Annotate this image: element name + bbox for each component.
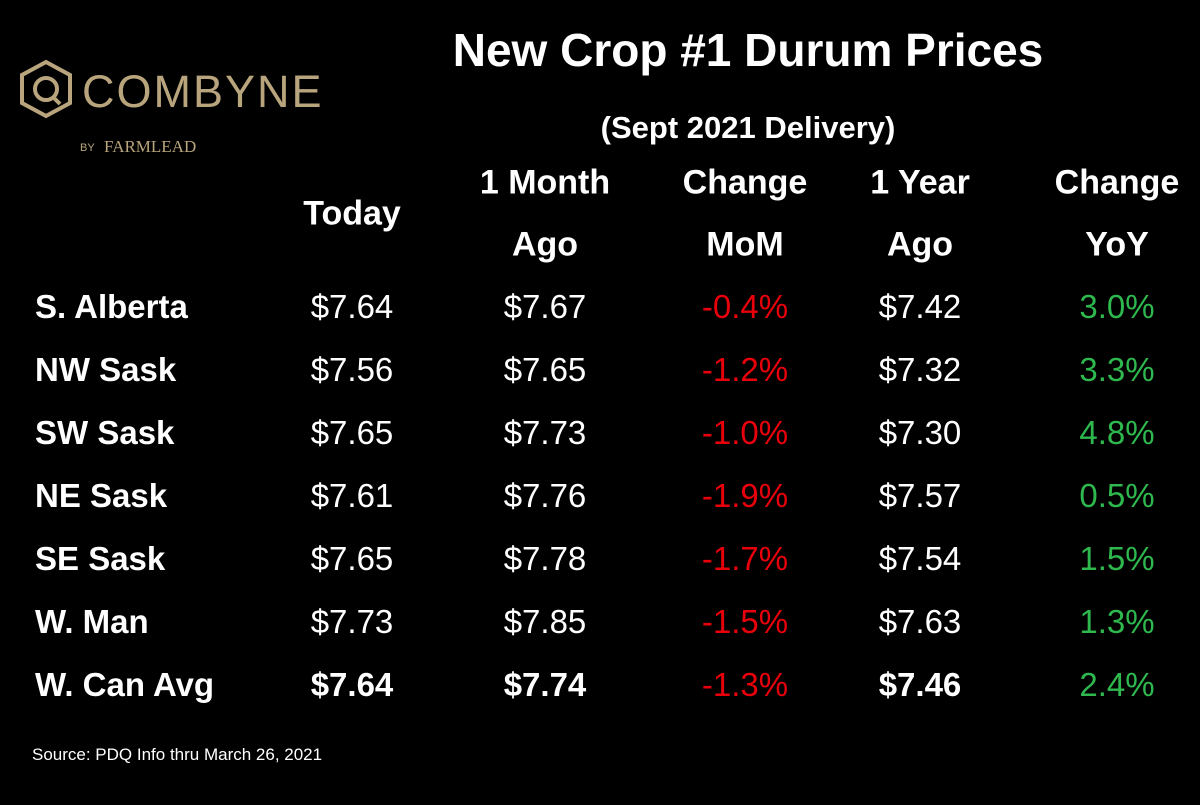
column-header: Change	[682, 163, 808, 202]
table-cell: $7.30	[878, 414, 962, 451]
table-cell: $7.56	[310, 351, 394, 388]
table-cell: -1.5%	[701, 603, 789, 640]
row-label: SW Sask	[35, 414, 175, 451]
subtitle: (Sept 2021 Delivery)	[600, 110, 896, 145]
table-cell: $7.73	[503, 414, 587, 451]
table-cell: $7.57	[878, 477, 962, 514]
table-cell: 1.5%	[1079, 540, 1155, 577]
table-cell: 1.3%	[1079, 603, 1155, 640]
column-header: Ago	[886, 225, 954, 264]
table-cell: -1.0%	[701, 414, 789, 451]
logo-name: COMBYNE	[82, 66, 324, 117]
table-cell: $7.67	[503, 288, 587, 325]
table-cell: 3.3%	[1079, 351, 1155, 388]
source: Source: PDQ Info thru March 26, 2021	[32, 745, 323, 764]
row-label: W. Man	[35, 603, 149, 640]
table-cell: $7.46	[878, 666, 962, 703]
table-cell: $7.65	[310, 414, 394, 451]
table-cell: $7.64	[310, 288, 394, 325]
table-cell: $7.74	[503, 666, 587, 703]
row-label: NW Sask	[35, 351, 177, 388]
table-cell: $7.78	[503, 540, 587, 577]
table-cell: -0.4%	[701, 288, 789, 325]
table-cell: $7.63	[878, 603, 962, 640]
table-cell: $7.54	[878, 540, 962, 577]
row-label: SE Sask	[35, 540, 166, 577]
column-header: Change	[1054, 163, 1180, 202]
column-header: Ago	[511, 225, 579, 264]
row-label: W. Can Avg	[35, 666, 215, 703]
column-header: Today	[303, 194, 401, 233]
table-cell: $7.85	[503, 603, 587, 640]
logo-by: BY	[80, 142, 95, 154]
table-cell: $7.65	[503, 351, 587, 388]
table-cell: 4.8%	[1079, 414, 1155, 451]
table-cell: -1.2%	[701, 351, 789, 388]
table-cell: $7.61	[310, 477, 394, 514]
column-header: YoY	[1085, 225, 1149, 264]
table-cell: 2.4%	[1079, 666, 1155, 703]
column-header: 1 Year	[870, 163, 970, 202]
row-label: NE Sask	[35, 477, 168, 514]
logo-icon	[20, 59, 72, 119]
table-cell: $7.73	[310, 603, 394, 640]
table-cell: $7.64	[310, 666, 394, 703]
table-cell: $7.42	[878, 288, 962, 325]
table-cell: $7.32	[878, 351, 962, 388]
table-cell: -1.9%	[701, 477, 789, 514]
column-header: MoM	[706, 225, 784, 264]
row-label: S. Alberta	[35, 288, 188, 325]
table-cell: -1.7%	[701, 540, 789, 577]
column-header: 1 Month	[479, 163, 611, 202]
table-cell: -1.3%	[701, 666, 789, 703]
table-cell: 0.5%	[1079, 477, 1155, 514]
table-cell: $7.65	[310, 540, 394, 577]
title: New Crop #1 Durum Prices	[452, 24, 1044, 76]
logo-brand: FARMLEAD	[104, 137, 197, 156]
table-cell: 3.0%	[1079, 288, 1155, 325]
table-cell: $7.76	[503, 477, 587, 514]
